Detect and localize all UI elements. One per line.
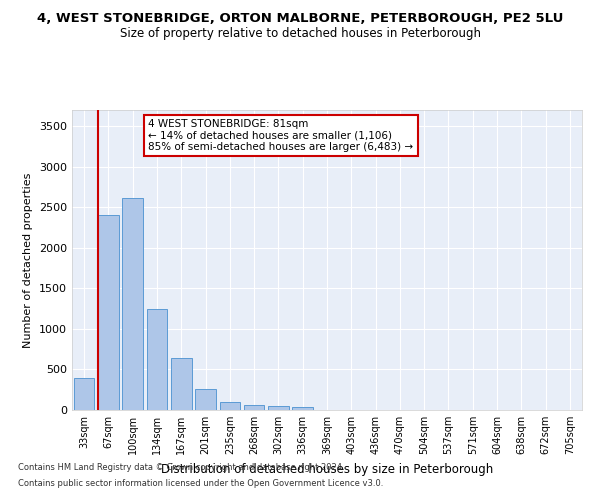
Bar [146,310,167,410]
Bar [122,198,143,410]
Bar [195,390,216,410]
Bar [74,378,94,410]
Y-axis label: Number of detached properties: Number of detached properties [23,172,34,348]
Bar [244,405,265,410]
Bar [292,407,313,410]
Bar [171,358,191,410]
Text: 4, WEST STONEBRIDGE, ORTON MALBORNE, PETERBOROUGH, PE2 5LU: 4, WEST STONEBRIDGE, ORTON MALBORNE, PET… [37,12,563,26]
Bar [220,402,240,410]
X-axis label: Distribution of detached houses by size in Peterborough: Distribution of detached houses by size … [161,462,493,475]
Text: 4 WEST STONEBRIDGE: 81sqm
← 14% of detached houses are smaller (1,106)
85% of se: 4 WEST STONEBRIDGE: 81sqm ← 14% of detac… [149,119,413,152]
Bar [268,406,289,410]
Text: Contains HM Land Registry data © Crown copyright and database right 2024.: Contains HM Land Registry data © Crown c… [18,464,344,472]
Text: Size of property relative to detached houses in Peterborough: Size of property relative to detached ho… [119,28,481,40]
Bar [98,214,119,410]
Text: Contains public sector information licensed under the Open Government Licence v3: Contains public sector information licen… [18,478,383,488]
